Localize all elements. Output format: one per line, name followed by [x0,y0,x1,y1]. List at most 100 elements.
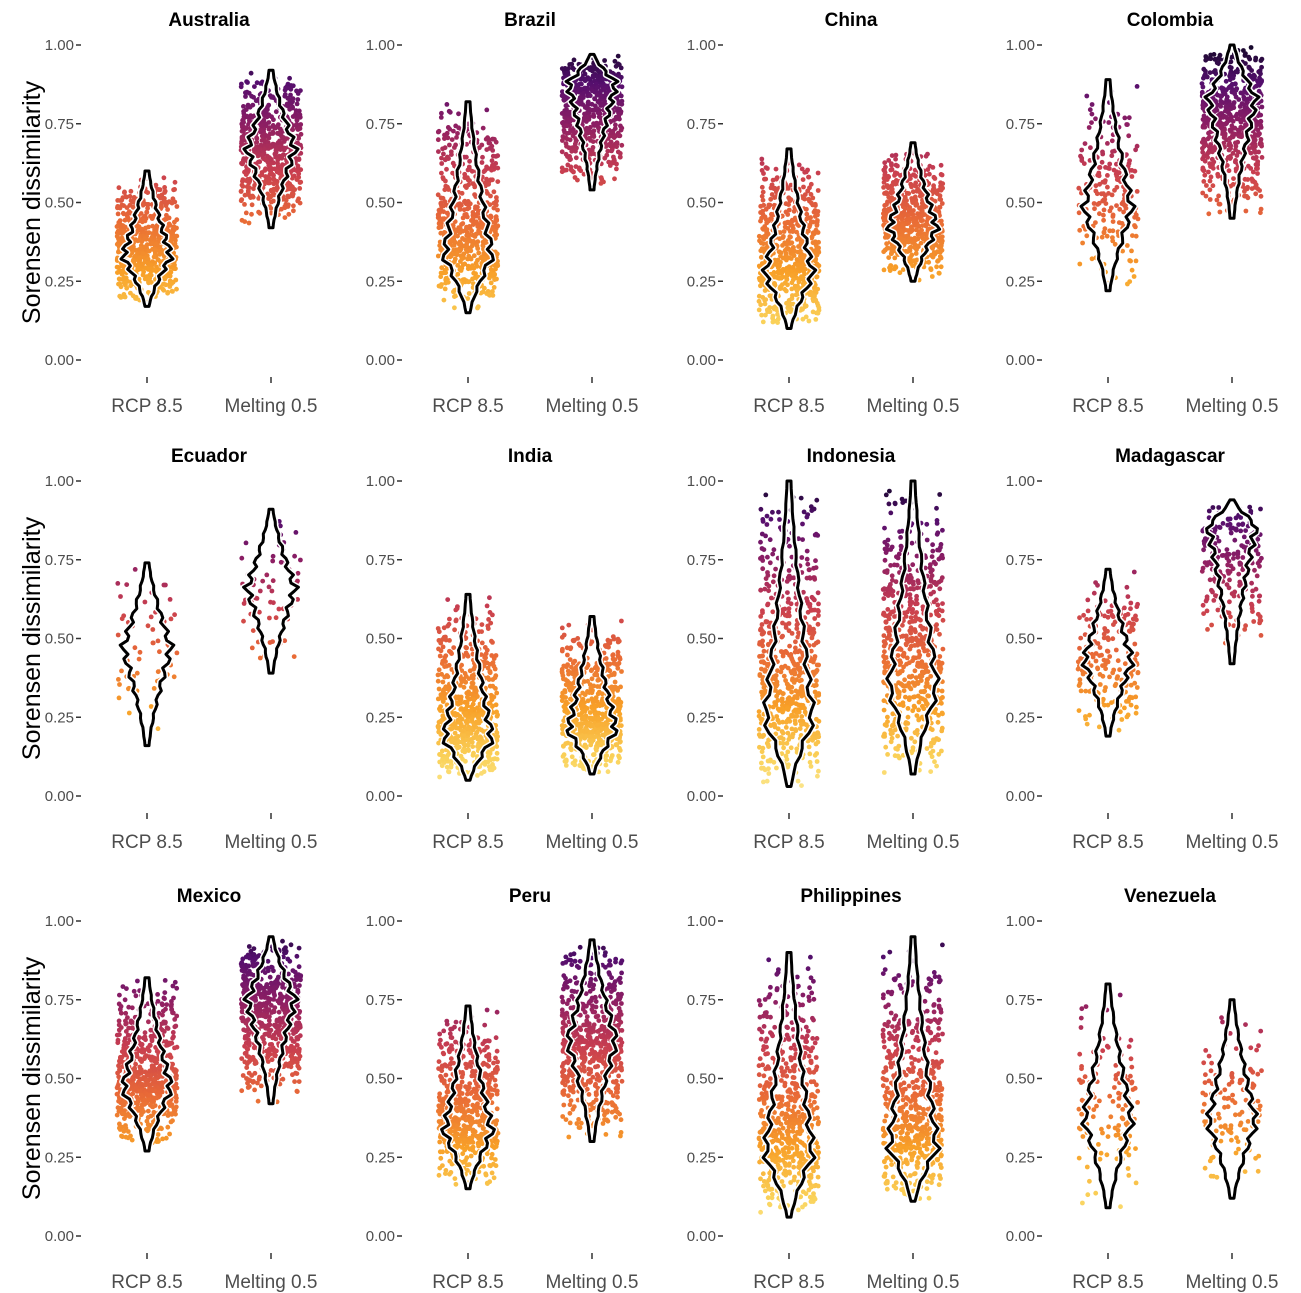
x-tick-label: Melting 0.5 [1186,396,1279,417]
data-point [446,187,451,192]
data-point [158,259,163,265]
data-point [151,213,157,219]
data-point [277,138,282,144]
data-point [1232,159,1238,165]
data-point [885,173,891,179]
data-point [568,164,574,170]
data-point [938,162,944,168]
data-point [152,268,158,273]
data-point [146,230,152,236]
data-point [148,272,154,278]
data-point [171,187,177,193]
data-point [1110,212,1116,218]
data-point [1207,144,1212,150]
data-point [165,289,171,295]
data-point [439,110,444,116]
data-point [1109,192,1115,198]
data-point [907,216,912,222]
data-point [759,156,765,162]
data-point [590,151,596,157]
data-point [1132,168,1138,174]
data-point [591,114,597,119]
data-point [883,233,889,239]
data-point [132,253,138,259]
data-point [263,174,268,179]
data-point [157,187,163,193]
data-point [269,114,274,120]
data-point [466,164,472,170]
data-point [249,645,255,651]
data-point [1133,233,1139,239]
data-point [465,279,471,285]
data-point [268,187,274,193]
data-point [778,259,783,265]
data-point [1252,137,1258,143]
data-point [616,62,622,68]
data-point [1259,79,1264,85]
data-point [934,264,939,270]
data-point [494,690,500,696]
data-point [118,594,123,599]
data-point [1202,172,1208,178]
data-point [594,85,600,90]
data-point [439,170,444,176]
data-point [275,157,281,163]
y-tick-label: 0.50 [45,631,74,648]
data-point [1089,111,1095,117]
data-point [789,273,795,278]
y-tick-label: 0.25 [687,273,716,290]
data-point [240,184,246,189]
data-point [171,674,177,680]
data-point [1077,227,1083,233]
data-point [280,135,285,141]
data-point [285,81,291,87]
data-point [1099,159,1105,165]
data-point [270,141,276,147]
y-tick-label: 1.00 [45,37,74,54]
data-point [145,623,151,629]
data-point [1208,174,1214,180]
data-point [1100,151,1106,157]
data-point [287,106,293,112]
data-point [791,253,797,258]
data-point [619,142,625,148]
data-point [1201,179,1207,184]
data-point [816,305,822,311]
data-point [1214,60,1220,66]
data-point [273,109,279,115]
data-point [615,149,621,155]
data-point [1201,66,1207,72]
data-point [114,264,120,270]
data-point [888,266,893,271]
data-point [1125,281,1130,287]
data-point [908,181,914,187]
data-point [444,166,449,172]
data-point [150,640,156,646]
data-point [1259,56,1265,62]
data-point [169,200,175,206]
data-point [245,188,251,194]
data-point [1089,120,1094,125]
data-point [136,238,142,243]
data-point [438,270,444,276]
data-point [1200,149,1206,155]
data-point [136,656,142,662]
data-point [762,176,767,182]
data-point [1228,146,1233,151]
data-point [1129,174,1135,179]
data-point [882,167,887,173]
data-point [773,176,779,182]
data-point [781,234,786,239]
data-point [139,226,145,232]
data-point [470,276,475,282]
data-point [275,130,280,136]
data-point [244,167,250,173]
data-point [883,191,889,197]
data-point [1250,155,1256,161]
data-point [134,670,140,676]
data-point [1217,209,1223,215]
data-point [126,209,132,215]
data-point [494,218,500,223]
data-point [1109,138,1115,144]
data-point [1116,220,1122,226]
